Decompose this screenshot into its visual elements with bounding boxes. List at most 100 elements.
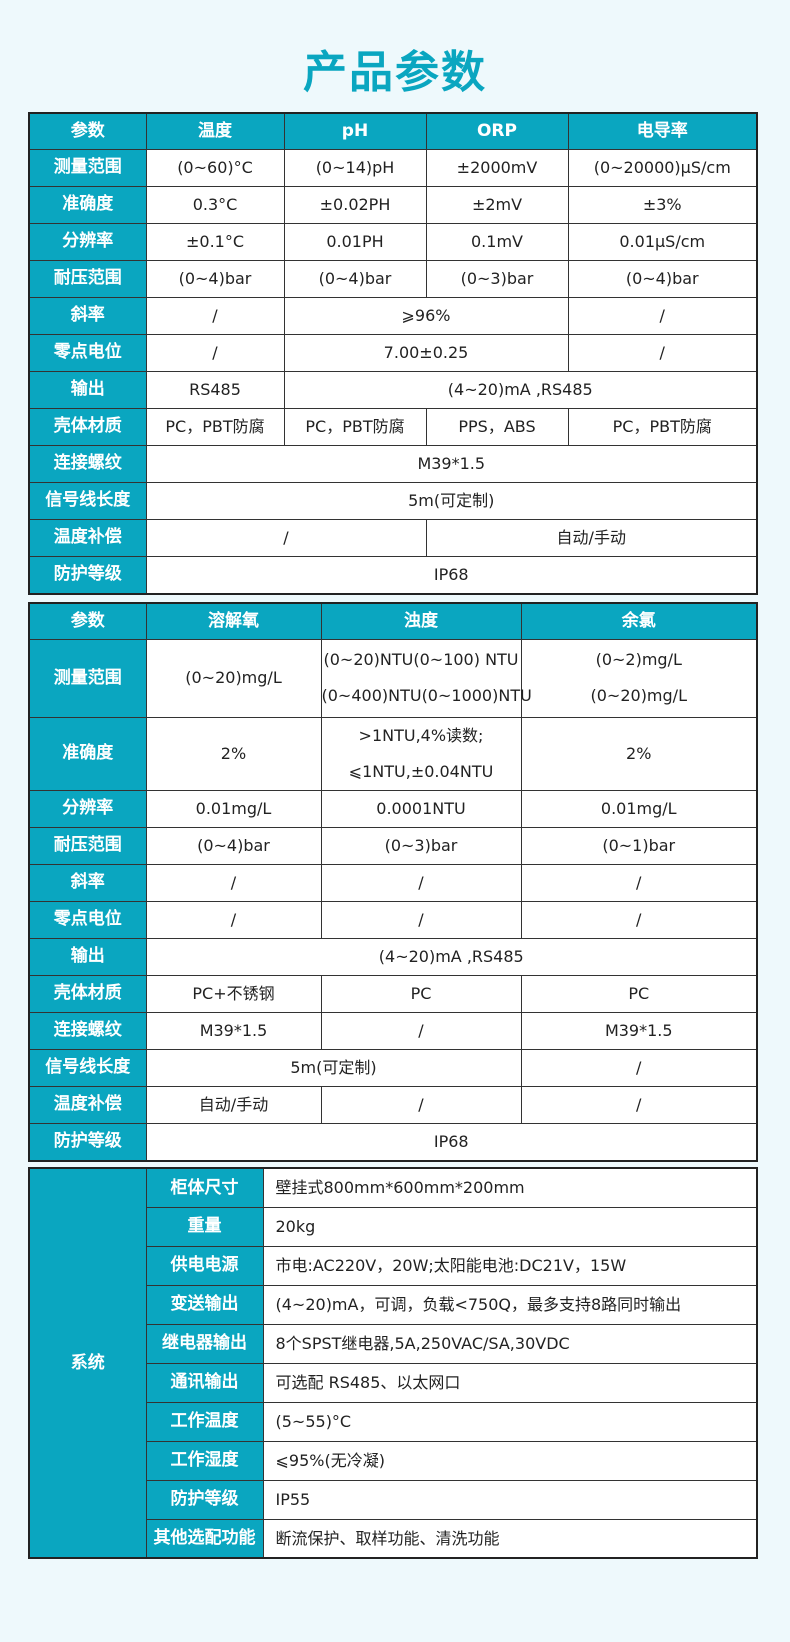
table-cell: (4~20)mA ,RS485 bbox=[283, 370, 758, 409]
row-label: 耐压范围 bbox=[28, 826, 147, 865]
row-label: 壳体材质 bbox=[28, 974, 147, 1013]
row-label: 通讯输出 bbox=[145, 1362, 264, 1403]
row-label: 输出 bbox=[28, 370, 147, 409]
table-cell: / bbox=[520, 863, 758, 902]
table-row: 分辨率 ±0.1°C 0.01PH 0.1mV 0.01μS/cm bbox=[28, 222, 758, 261]
table-cell: 2% bbox=[145, 716, 322, 791]
cell-text: / bbox=[212, 342, 218, 362]
table-row: 连接螺纹 M39*1.5 / M39*1.5 bbox=[28, 1011, 758, 1050]
table-row: 重量 20kg bbox=[29, 1206, 758, 1247]
cell-text: / bbox=[418, 1020, 424, 1040]
cell-text: 自动/手动 bbox=[556, 527, 626, 547]
params-table-water-quality-1: 参数 温度 pH ORP 电导率 测量范围 (0~60)°C (0~14)pH ±2000mV (… bbox=[28, 112, 758, 595]
column-header: 参数 bbox=[28, 112, 147, 150]
table-cell: / bbox=[567, 333, 758, 372]
table-cell: / bbox=[145, 900, 322, 939]
cell-text: 自动/手动 bbox=[198, 1094, 269, 1114]
cell-text: 7.00±0.25 bbox=[383, 342, 469, 362]
row-label: 防护等级 bbox=[145, 1479, 264, 1520]
table-cell: ±0.1°C bbox=[145, 222, 285, 261]
table-cell: PPS，ABS bbox=[425, 407, 569, 446]
table-row: 防护等级 IP68 bbox=[28, 555, 758, 594]
table-cell: (0~2)mg/L (0~20)mg/L bbox=[520, 638, 758, 718]
table-cell: (0~1)bar bbox=[520, 826, 758, 865]
table-cell: ±2000mV bbox=[425, 148, 569, 187]
table-cell: / bbox=[145, 296, 285, 335]
row-value: 20kg bbox=[262, 1206, 758, 1247]
table-cell: / bbox=[520, 1048, 758, 1087]
system-specs-table: 系统 柜体尺寸 壁挂式800mm*600mm*200mm 重量 20kg 供电电源 市电:A… bbox=[28, 1167, 758, 1559]
cell-text: IP68 bbox=[433, 1131, 469, 1151]
table-cell: (0~14)pH bbox=[283, 148, 427, 187]
table-cell: / bbox=[567, 296, 758, 335]
table-cell: (4~20)mA ,RS485 bbox=[145, 937, 758, 976]
row-label: 分辨率 bbox=[28, 789, 147, 828]
table-cell: / bbox=[320, 1085, 522, 1124]
table-cell: 2% bbox=[520, 716, 758, 791]
cell-text: PC，PBT防腐 bbox=[612, 416, 712, 436]
cell-text: PC+不锈钢 bbox=[192, 983, 275, 1003]
row-label: 耐压范围 bbox=[28, 259, 147, 298]
table-row: 准确度 2% >1NTU,4%读数; ⩽1NTU,±0.04NTU 2% bbox=[28, 716, 758, 791]
table-cell: (0~4)bar bbox=[145, 259, 285, 298]
table-cell: 5m(可定制) bbox=[145, 481, 758, 520]
params-table-water-quality-2: 参数 溶解氧 浊度 余氯 测量范围 (0~20)mg/L (0~20)NTU(0~100) … bbox=[28, 602, 758, 1162]
column-header: pH bbox=[283, 112, 427, 150]
cell-text: M39*1.5 bbox=[199, 1020, 268, 1040]
cell-text: / bbox=[418, 1094, 424, 1114]
table-cell: M39*1.5 bbox=[145, 1011, 322, 1050]
cell-text: ±3% bbox=[642, 194, 682, 214]
cell-text: 2% bbox=[220, 743, 247, 763]
column-header: 参数 bbox=[28, 602, 147, 640]
cell-text: 0.01mg/L bbox=[600, 798, 677, 818]
row-label: 其他选配功能 bbox=[145, 1518, 264, 1559]
row-label: 柜体尺寸 bbox=[145, 1167, 264, 1208]
cell-text: RS485 bbox=[189, 379, 241, 399]
table-cell: / bbox=[145, 863, 322, 902]
row-label: 变送输出 bbox=[145, 1284, 264, 1325]
cell-text: (0~4)bar bbox=[318, 268, 392, 288]
table-row: 零点电位 / 7.00±0.25 / bbox=[28, 333, 758, 372]
table-row: 准确度 0.3°C ±0.02PH ±2mV ±3% bbox=[28, 185, 758, 224]
table-row: 分辨率 0.01mg/L 0.0001NTU 0.01mg/L bbox=[28, 789, 758, 828]
row-label: 继电器输出 bbox=[145, 1323, 264, 1364]
cell-text: 0.1mV bbox=[471, 231, 523, 251]
cell-text: / bbox=[283, 527, 289, 547]
table-cell: (0~4)bar bbox=[145, 826, 322, 865]
row-value: 市电:AC220V，20W;太阳能电池:DC21V，15W bbox=[262, 1245, 758, 1286]
table-row: 温度补偿 自动/手动 / / bbox=[28, 1085, 758, 1124]
table-cell: PC bbox=[320, 974, 522, 1013]
cell-text: / bbox=[212, 305, 218, 325]
row-label: 零点电位 bbox=[28, 333, 147, 372]
table-cell: RS485 bbox=[145, 370, 285, 409]
row-label: 输出 bbox=[28, 937, 147, 976]
column-header: 溶解氧 bbox=[145, 602, 322, 640]
cell-text: / bbox=[230, 872, 237, 892]
table-row: 输出 (4~20)mA ,RS485 bbox=[28, 937, 758, 976]
table-cell: M39*1.5 bbox=[520, 1011, 758, 1050]
cell-text: 5m(可定制) bbox=[408, 490, 495, 510]
row-label: 测量范围 bbox=[28, 638, 147, 718]
cell-text: PC，PBT防腐 bbox=[305, 416, 405, 436]
cell-text: 0.0001NTU bbox=[376, 798, 466, 818]
table-row: 其他选配功能 断流保护、取样功能、清洗功能 bbox=[29, 1518, 758, 1559]
cell-text: (0~20)mg/L bbox=[590, 686, 687, 705]
column-header: ORP bbox=[425, 112, 569, 150]
table-cell: IP68 bbox=[145, 1122, 758, 1161]
cell-text: ±2mV bbox=[471, 194, 523, 214]
table-cell: 5m(可定制) bbox=[145, 1048, 522, 1087]
table-row: 工作湿度 ⩽95%(无冷凝) bbox=[29, 1440, 758, 1481]
row-label: 信号线长度 bbox=[28, 481, 147, 520]
table-cell: 0.1mV bbox=[425, 222, 569, 261]
cell-text: / bbox=[659, 305, 665, 325]
table-cell: / bbox=[320, 900, 522, 939]
table-cell: / bbox=[320, 863, 522, 902]
table-row: 连接螺纹 M39*1.5 bbox=[28, 444, 758, 483]
table-row: 工作温度 (5~55)°C bbox=[29, 1401, 758, 1442]
table-cell: PC bbox=[520, 974, 758, 1013]
cell-text: / bbox=[418, 909, 424, 929]
table-row: 变送输出 (4~20)mA，可调，负载<750Q，最多支持8路同时输出 bbox=[29, 1284, 758, 1325]
cell-text: 0.01μS/cm bbox=[619, 231, 706, 251]
row-label: 温度补偿 bbox=[28, 1085, 147, 1124]
cell-text: (0~4)bar bbox=[178, 268, 252, 288]
